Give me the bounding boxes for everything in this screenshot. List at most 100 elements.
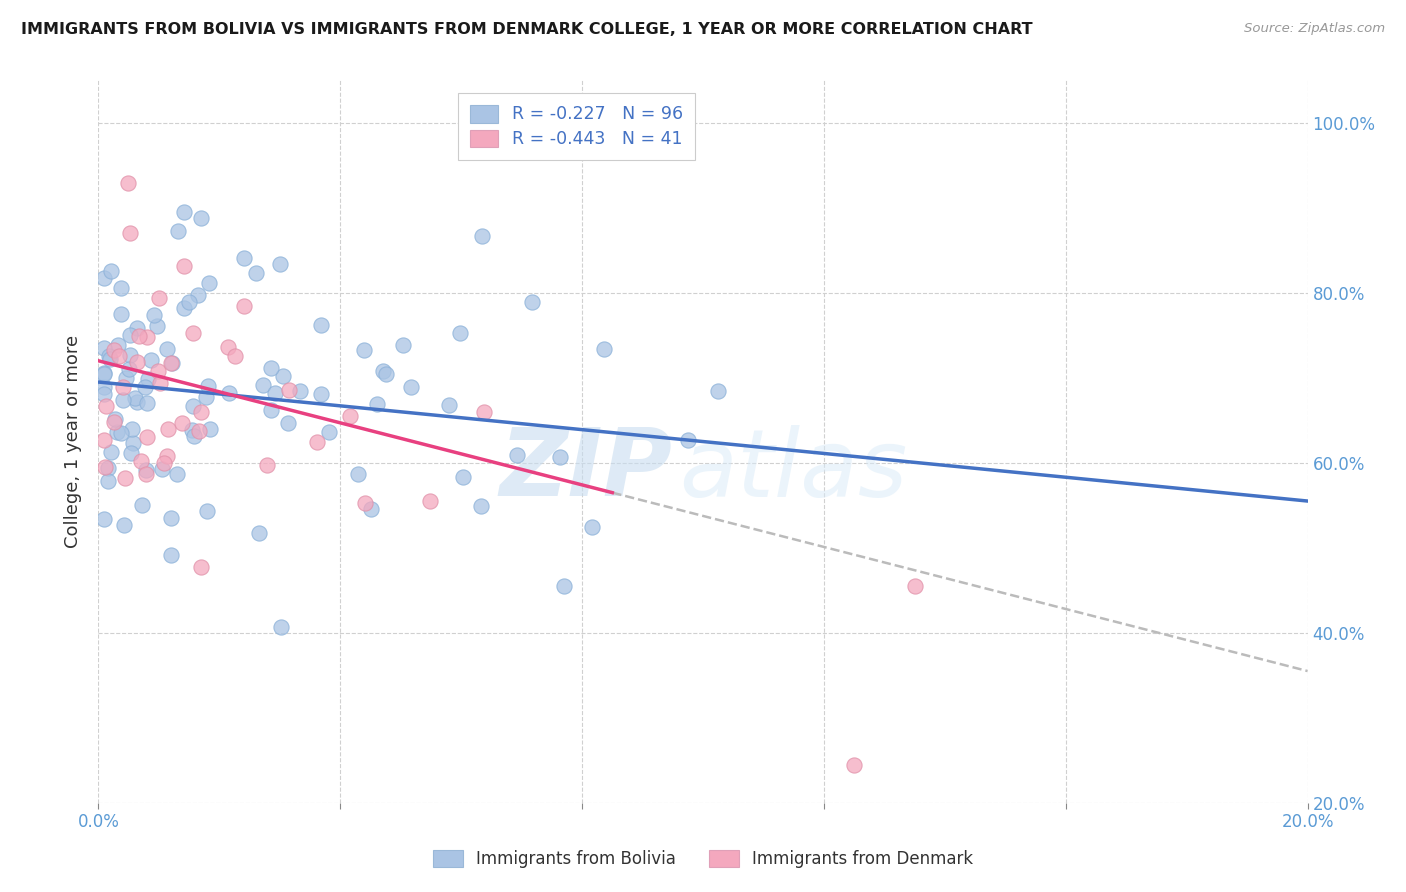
Point: [399, 380, 422, 394]
Point: [173, 205, 195, 219]
Point: [277, 383, 299, 397]
Point: [553, 579, 575, 593]
Point: [252, 378, 274, 392]
Point: [471, 228, 494, 243]
Point: [111, 379, 134, 393]
Point: [148, 291, 170, 305]
Point: [117, 176, 139, 190]
Text: atlas: atlas: [679, 425, 907, 516]
Point: [145, 318, 167, 333]
Point: [112, 518, 135, 533]
Point: [93, 368, 115, 382]
Point: [347, 467, 370, 482]
Point: [156, 450, 179, 464]
Point: [506, 448, 529, 462]
Point: [676, 433, 699, 447]
Point: [183, 428, 205, 442]
Point: [103, 343, 125, 357]
Point: [93, 387, 115, 401]
Point: [98, 349, 121, 363]
Point: [118, 226, 141, 240]
Point: [548, 450, 571, 464]
Point: [100, 445, 122, 459]
Point: [198, 276, 221, 290]
Point: [110, 425, 132, 440]
Point: [217, 340, 239, 354]
Point: [135, 467, 157, 482]
Point: [94, 460, 117, 475]
Point: [114, 371, 136, 385]
Point: [159, 510, 181, 524]
Point: [224, 349, 246, 363]
Point: [122, 435, 145, 450]
Point: [173, 259, 195, 273]
Point: [93, 434, 115, 448]
Point: [114, 471, 136, 485]
Point: [187, 287, 209, 301]
Point: [146, 364, 169, 378]
Point: [522, 294, 544, 309]
Point: [97, 461, 120, 475]
Point: [339, 409, 361, 423]
Point: [844, 757, 866, 772]
Point: [160, 548, 183, 562]
Point: [245, 266, 267, 280]
Point: [353, 343, 375, 358]
Point: [247, 525, 270, 540]
Point: [136, 430, 159, 444]
Point: [470, 500, 492, 514]
Text: Source: ZipAtlas.com: Source: ZipAtlas.com: [1244, 22, 1385, 36]
Point: [260, 361, 283, 376]
Point: [104, 411, 127, 425]
Point: [93, 342, 115, 356]
Point: [136, 396, 159, 410]
Point: [110, 281, 132, 295]
Point: [218, 385, 240, 400]
Point: [107, 338, 129, 352]
Point: [195, 391, 218, 405]
Point: [419, 493, 441, 508]
Point: [181, 400, 204, 414]
Point: [125, 355, 148, 369]
Point: [290, 384, 312, 398]
Point: [181, 326, 204, 341]
Point: [125, 321, 148, 335]
Point: [139, 353, 162, 368]
Text: IMMIGRANTS FROM BOLIVIA VS IMMIGRANTS FROM DENMARK COLLEGE, 1 YEAR OR MORE CORRE: IMMIGRANTS FROM BOLIVIA VS IMMIGRANTS FR…: [21, 22, 1033, 37]
Point: [153, 456, 176, 470]
Legend: R = -0.227   N = 96, R = -0.443   N = 41: R = -0.227 N = 96, R = -0.443 N = 41: [458, 93, 695, 161]
Point: [190, 404, 212, 418]
Point: [160, 355, 183, 369]
Point: [318, 425, 340, 439]
Point: [309, 386, 332, 401]
Point: [125, 395, 148, 409]
Point: [392, 338, 415, 352]
Point: [233, 251, 256, 265]
Point: [120, 347, 142, 361]
Point: [142, 308, 165, 322]
Point: [162, 356, 184, 370]
Point: [135, 330, 157, 344]
Point: [451, 469, 474, 483]
Point: [309, 318, 332, 332]
Point: [179, 295, 201, 310]
Point: [131, 498, 153, 512]
Point: [124, 391, 146, 405]
Y-axis label: College, 1 year or more: College, 1 year or more: [65, 335, 83, 548]
Point: [233, 299, 256, 313]
Point: [93, 367, 115, 381]
Point: [129, 454, 152, 468]
Point: [156, 342, 179, 356]
Point: [156, 422, 179, 436]
Point: [118, 362, 141, 376]
Point: [307, 434, 329, 449]
Point: [98, 351, 121, 366]
Point: [449, 326, 471, 341]
Point: [190, 211, 212, 225]
Point: [277, 416, 299, 430]
Point: [135, 463, 157, 477]
Point: [374, 368, 396, 382]
Point: [354, 496, 377, 510]
Point: [134, 379, 156, 393]
Point: [270, 619, 292, 633]
